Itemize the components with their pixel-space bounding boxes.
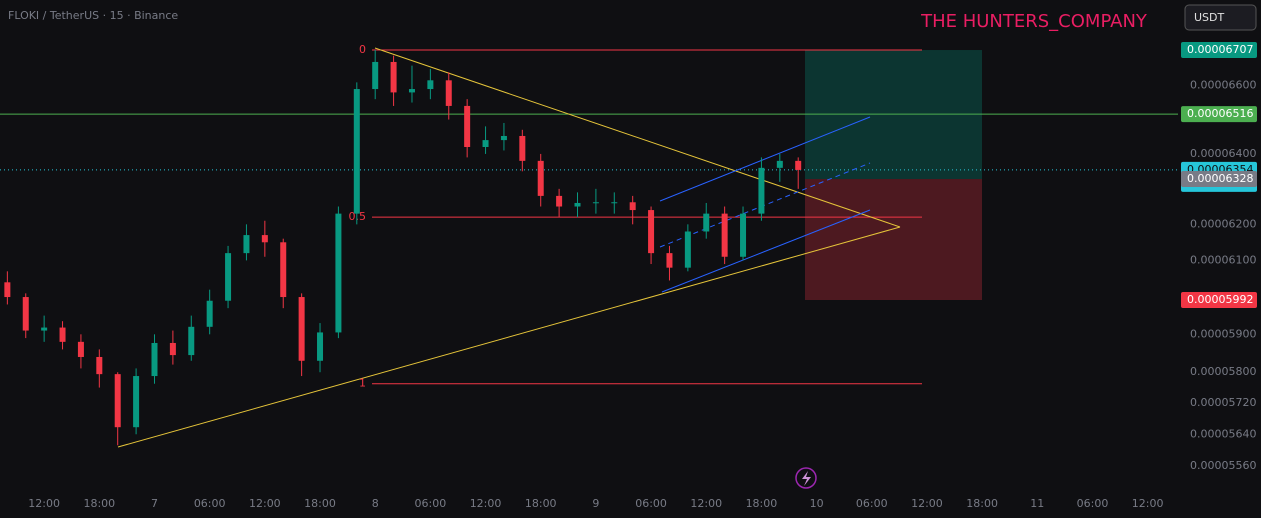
drawings [0, 49, 1178, 385]
candle-body [372, 61, 379, 90]
triangle-upper [374, 47, 901, 228]
x-tick-label: 06:00 [856, 497, 888, 510]
alert-icon[interactable] [795, 467, 817, 489]
candle-body [482, 140, 489, 148]
candle-body [96, 356, 103, 375]
x-tick-label: 18:00 [525, 497, 557, 510]
channel-lower [661, 209, 871, 293]
y-tick-label: 0.00006600 [1190, 79, 1256, 92]
channel-middle [659, 162, 871, 248]
candle-body [298, 297, 305, 361]
x-tick-label: 06:00 [635, 497, 667, 510]
candle-body [721, 213, 728, 257]
candle-body [684, 231, 691, 268]
alert-bolt [802, 471, 811, 486]
candle-body [151, 342, 158, 377]
x-tick-label: 12:00 [1132, 497, 1164, 510]
candle-body [133, 376, 140, 428]
y-tick-label: 0.00005640 [1190, 427, 1256, 440]
candle-body [427, 80, 434, 90]
candle-body [574, 202, 581, 207]
currency-label: USDT [1194, 11, 1225, 24]
candle-body [390, 61, 397, 93]
x-tick-label: 06:00 [415, 497, 447, 510]
candle-body [445, 80, 452, 106]
stop-zone [805, 179, 982, 301]
x-tick-label: 12:00 [911, 497, 943, 510]
price-marker-label: 0.00006328 [1187, 172, 1253, 185]
candle-body [500, 135, 507, 141]
x-tick-label: 12:00 [470, 497, 502, 510]
x-tick-label: 9 [592, 497, 599, 510]
candle-body [537, 160, 544, 196]
candle-body [261, 235, 268, 243]
candle-body [629, 202, 636, 211]
candle-body [353, 89, 360, 214]
y-tick-label: 0.00005800 [1190, 365, 1256, 378]
price-marker [1181, 106, 1257, 123]
x-tick-label: 7 [151, 497, 158, 510]
triangle-lower [117, 226, 901, 448]
x-tick-label: 12:00 [249, 497, 281, 510]
candle-body [611, 202, 618, 204]
candle-body [408, 89, 415, 93]
x-tick-label: 10 [810, 497, 824, 510]
candle-body [317, 332, 324, 361]
candle-body [776, 160, 783, 168]
candle-body [592, 202, 599, 204]
candle-body [703, 213, 710, 232]
price-marker-label: 0.00006516 [1187, 107, 1253, 120]
x-tick-label: 11 [1030, 497, 1044, 510]
candle-body [758, 167, 765, 214]
x-tick-label: 18:00 [83, 497, 115, 510]
candle-body [335, 213, 342, 333]
candle-body [556, 195, 563, 207]
candle-body [666, 253, 673, 268]
x-tick-label: 8 [372, 497, 379, 510]
price-marker [1181, 42, 1257, 59]
x-tick-label: 06:00 [194, 497, 226, 510]
x-tick-label: 12:00 [690, 497, 722, 510]
fib-label: 1 [359, 377, 366, 390]
candle-body [114, 374, 121, 428]
y-tick-label: 0.00006200 [1190, 217, 1256, 230]
candle-body [519, 135, 526, 161]
y-tick-label: 0.00005720 [1190, 396, 1256, 409]
y-tick-label: 0.00005560 [1190, 459, 1256, 472]
fib-label: 0 [359, 43, 366, 56]
price-marker [1181, 292, 1257, 309]
candle-body [77, 341, 84, 357]
y-tick-label: 0.00006100 [1190, 253, 1256, 266]
candle-body [740, 213, 747, 257]
y-tick-label: 0.00006400 [1190, 147, 1256, 160]
candle-body [280, 242, 287, 298]
candle-body [169, 342, 176, 356]
x-tick-label: 18:00 [746, 497, 778, 510]
price-marker-label: 0.00006707 [1187, 43, 1253, 56]
candle-body [795, 160, 802, 170]
candle-body [59, 327, 66, 342]
candle-body [206, 300, 213, 327]
candle-body [41, 327, 48, 331]
candle-body [225, 253, 232, 301]
x-tick-label: 06:00 [1077, 497, 1109, 510]
currency-button[interactable] [1184, 4, 1257, 31]
chart-title: FLOKI / TetherUS · 15 · Binance [8, 9, 178, 22]
y-tick-label: 0.00005900 [1190, 327, 1256, 340]
candle-body [188, 326, 195, 356]
candle-body [648, 210, 655, 254]
candle-body [22, 297, 29, 331]
x-tick-label: 18:00 [966, 497, 998, 510]
price-marker [1181, 171, 1257, 188]
x-tick-label: 12:00 [28, 497, 60, 510]
candle-body [4, 282, 11, 298]
x-tick-label: 18:00 [304, 497, 336, 510]
candle-body [243, 235, 250, 254]
candle-body [464, 105, 471, 148]
channel-upper [659, 116, 871, 202]
price-marker-label: 0.00005992 [1187, 293, 1253, 306]
watermark: THE HUNTERS_COMPANY [920, 11, 1148, 32]
